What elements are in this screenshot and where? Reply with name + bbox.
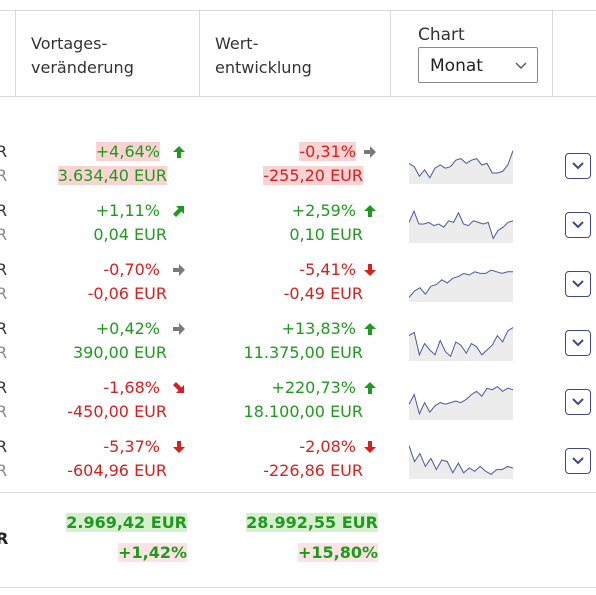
arrow-up-icon (364, 323, 376, 335)
totals-performance-abs: 28.992,55 EUR (246, 513, 378, 532)
arrow-down-icon (173, 441, 185, 453)
cut-off-cell-text: R (0, 201, 8, 220)
chevron-down-icon (572, 398, 584, 406)
chevron-down-icon (572, 162, 584, 170)
daily-change-percent: -5,37% (103, 437, 160, 456)
performance-percent: +220,73% (271, 378, 356, 397)
expand-row-button[interactable] (565, 271, 591, 297)
header-daily-change-line2: veränderung (31, 58, 134, 77)
cut-off-cell-text: R (0, 319, 8, 338)
performance-absolute: -255,20 EUR (263, 166, 363, 185)
sparkline-chart[interactable] (409, 323, 513, 361)
expand-row-button[interactable] (565, 448, 591, 474)
daily-change-percent: -1,68% (103, 378, 160, 397)
arrow-right-icon (173, 264, 185, 276)
arrow-right-icon (364, 146, 376, 158)
chevron-down-icon (515, 62, 527, 69)
arrow-up-right-icon (173, 206, 184, 217)
chevron-down-icon (572, 221, 584, 229)
totals-daily-pct: +1,42% (118, 543, 187, 562)
daily-change-absolute: 0,04 EUR (93, 225, 167, 244)
cut-off-cell-text: R (0, 343, 8, 362)
chevron-down-icon (572, 280, 584, 288)
performance-absolute: 11.375,00 EUR (243, 343, 363, 362)
arrow-down-icon (364, 441, 376, 453)
sparkline-chart[interactable] (409, 264, 513, 302)
daily-change-absolute: -0,06 EUR (87, 284, 167, 303)
cut-off-cell-text: R (0, 437, 8, 456)
expand-row-button[interactable] (565, 153, 591, 179)
arrow-right-icon (173, 323, 185, 335)
column-divider (552, 11, 553, 96)
daily-change-percent: -0,70% (103, 260, 160, 279)
header-performance-line2: entwicklung (215, 58, 312, 77)
arrow-up-icon (364, 382, 376, 394)
table-top-border (0, 10, 596, 11)
totals-cut-text: R (0, 529, 9, 548)
cut-off-cell-text: R (0, 260, 8, 279)
totals-top-border (0, 492, 596, 493)
daily-change-absolute: 390,00 EUR (72, 343, 167, 362)
header-daily-change[interactable]: Vortages- veränderung (31, 32, 134, 80)
daily-change-absolute: -604,96 EUR (67, 461, 167, 480)
expand-row-button[interactable] (565, 330, 591, 356)
cut-off-cell-text: R (0, 284, 8, 303)
expand-row-button[interactable] (565, 212, 591, 238)
daily-change-absolute: -450,00 EUR (67, 402, 167, 421)
daily-change-absolute: 3.634,40 EUR (57, 166, 167, 185)
totals-performance-pct: +15,80% (297, 543, 378, 562)
header-bottom-border (0, 96, 596, 97)
daily-change-percent: +0,42% (95, 319, 160, 338)
column-divider (199, 11, 200, 96)
header-performance-line1: Wert- (215, 34, 259, 53)
cut-off-cell-text: R (0, 142, 8, 161)
table-bottom-border (0, 587, 596, 588)
performance-absolute: 0,10 EUR (289, 225, 363, 244)
performance-percent: -2,08% (299, 437, 356, 456)
sparkline-chart[interactable] (409, 205, 513, 243)
chevron-down-icon (572, 339, 584, 347)
chevron-down-icon (572, 457, 584, 465)
sparkline-chart[interactable] (409, 441, 513, 479)
performance-percent: -5,41% (299, 260, 356, 279)
column-divider (390, 11, 391, 96)
arrow-down-right-icon (173, 382, 184, 393)
performance-absolute: 18.100,00 EUR (243, 402, 363, 421)
daily-change-percent: +1,11% (95, 201, 160, 220)
expand-row-button[interactable] (565, 389, 591, 415)
sparkline-chart[interactable] (409, 146, 513, 184)
performance-absolute: -0,49 EUR (283, 284, 363, 303)
daily-change-percent: +4,64% (95, 142, 160, 161)
header-performance[interactable]: Wert- entwicklung (215, 32, 312, 80)
cut-off-cell-text: R (0, 166, 8, 185)
cut-off-cell-text: R (0, 402, 8, 421)
chart-period-value: Monat (430, 56, 483, 76)
cut-off-cell-text: R (0, 225, 8, 244)
sparkline-chart[interactable] (409, 382, 513, 420)
performance-percent: +2,59% (291, 201, 356, 220)
arrow-up-icon (364, 205, 376, 217)
totals-daily-abs: 2.969,42 EUR (66, 513, 187, 532)
header-chart-label: Chart (418, 25, 465, 45)
performance-absolute: -226,86 EUR (263, 461, 363, 480)
cut-off-cell-text: R (0, 461, 8, 480)
arrow-up-icon (173, 146, 185, 158)
arrow-down-icon (364, 264, 376, 276)
column-divider (15, 11, 16, 96)
cut-off-cell-text: R (0, 378, 8, 397)
performance-percent: +13,83% (281, 319, 356, 338)
performance-percent: -0,31% (299, 142, 356, 161)
chart-period-select[interactable]: Monat (418, 47, 538, 83)
header-daily-change-line1: Vortages- (31, 34, 108, 53)
